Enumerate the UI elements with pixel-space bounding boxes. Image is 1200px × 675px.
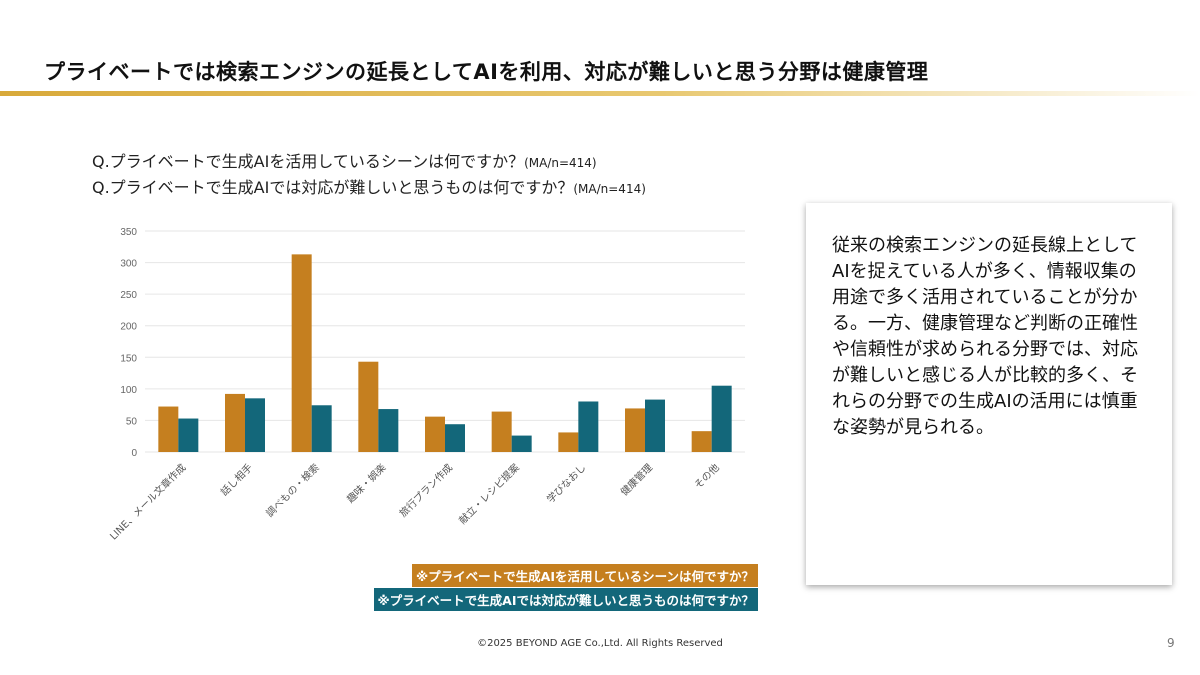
legend-series-2: ※プライベートで生成AIでは対応が難しいと思うものは何ですか？	[373, 588, 758, 611]
title-divider	[0, 91, 1200, 96]
y-tick-label: 250	[120, 290, 137, 301]
bar-series-1	[558, 432, 579, 452]
bar-series-2	[645, 399, 665, 452]
y-tick-label: 0	[131, 448, 137, 459]
x-tick-label: 学びなおし	[544, 461, 589, 506]
x-tick-label: 話し相手	[218, 461, 255, 498]
copyright: ©2025 BEYOND AGE Co.,Ltd. All Rights Res…	[477, 638, 723, 649]
bar-series-2	[711, 385, 732, 452]
y-tick-label: 150	[120, 353, 137, 364]
bar-series-2	[511, 435, 532, 452]
question-1-text: Q.プライベートで生成AIを活用しているシーンは何ですか？	[92, 152, 525, 171]
x-tick-label: 旅行プラン作成	[396, 461, 455, 520]
bar-series-2	[378, 409, 399, 452]
bar-series-1	[691, 431, 712, 452]
question-2: Q.プライベートで生成AIでは対応が難しいと思うものは何ですか？(MA/n=41…	[92, 174, 646, 198]
bar-series-1	[225, 393, 245, 452]
bar-chart: 0 50 100 150 200 250 300 350 LINE、メール文章作成 話し相手 調べも…	[107, 227, 745, 543]
question-1-note: (MA/n=414)	[524, 156, 597, 170]
y-tick-label: 350	[120, 227, 137, 238]
bar-series-1	[358, 361, 379, 452]
summary-text: 従来の検索エンジンの延長線上としてAIを捉えている人が多く、情報収集の用途で多く…	[832, 235, 1138, 438]
x-tick-label: 調べもの・検索	[263, 461, 322, 520]
question-1: Q.プライベートで生成AIを活用しているシーンは何ですか？(MA/n=414)	[92, 148, 597, 172]
x-tick-label: その他	[691, 461, 721, 491]
bar-series-1	[425, 416, 445, 452]
bar-series-1	[291, 254, 312, 452]
bar-series-1	[491, 411, 512, 452]
page-title: プライベートでは検索エンジンの延長としてAIを利用、対応が難しいと思う分野は健康…	[44, 60, 929, 84]
y-tick-label: 300	[120, 259, 137, 270]
x-tick-label: LINE、メール文章作成	[107, 461, 189, 543]
bar-series-1	[158, 406, 179, 452]
question-2-text: Q.プライベートで生成AIでは対応が難しいと思うものは何ですか？	[92, 178, 574, 197]
x-tick-label: 趣味・娯楽	[344, 461, 389, 506]
summary-box: 従来の検索エンジンの延長線上としてAIを捉えている人が多く、情報収集の用途で多く…	[806, 203, 1172, 585]
bar-series-1	[625, 408, 645, 452]
legend-series-1: ※プライベートで生成AIを活用しているシーンは何ですか？	[412, 564, 758, 587]
bar-series-2	[178, 418, 199, 452]
y-tick-label: 100	[120, 385, 137, 396]
bar-series-2	[311, 405, 332, 452]
y-tick-label: 200	[120, 322, 137, 333]
x-tick-label: 健康管理	[618, 461, 655, 498]
bar-series-2	[445, 424, 465, 452]
bar-series-2	[245, 398, 265, 452]
page-number: 9	[1167, 636, 1175, 650]
x-tick-label: 献立・レシピ提案	[456, 461, 522, 527]
y-tick-label: 50	[126, 416, 138, 427]
question-2-note: (MA/n=414)	[573, 182, 646, 196]
bar-series-2	[578, 401, 599, 452]
